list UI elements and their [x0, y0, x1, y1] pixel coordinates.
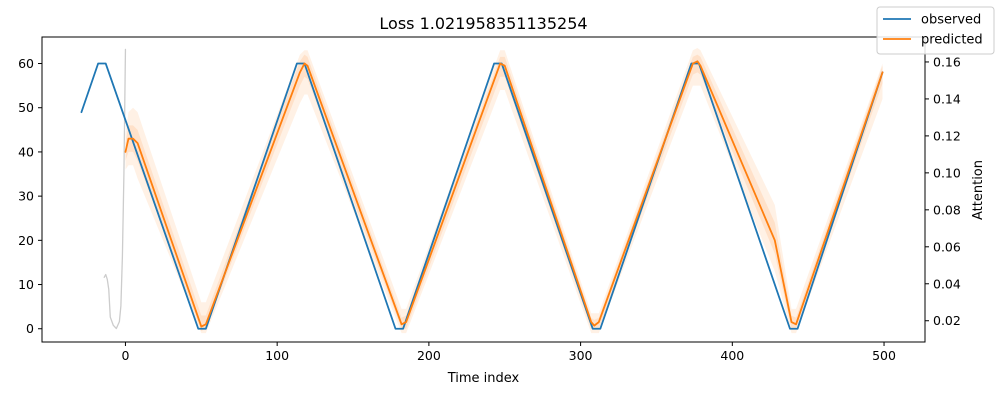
x-tick-label: 100 — [265, 348, 289, 363]
legend-label-predicted: predicted — [921, 33, 983, 48]
series-line-observed — [80, 62, 884, 330]
y-axis-right: 0.02 0.04 0.06 0.08 0.10 0.12 0.14 0.16 — [925, 54, 961, 328]
plot-frame — [41, 36, 926, 343]
x-tick-label: 400 — [720, 348, 744, 363]
y2-tick-label: 0.16 — [933, 54, 961, 69]
y2-tick-label: 0.04 — [933, 276, 961, 291]
y2-tick-label: 0.06 — [933, 239, 961, 254]
series-line-predicted — [124, 60, 884, 328]
x-tick-label: 500 — [872, 348, 896, 363]
y2-tick-label: 0.10 — [933, 165, 961, 180]
y-axis-left: 0 10 20 30 40 50 60 — [18, 56, 42, 336]
x-tick-label: 200 — [417, 348, 441, 363]
y2-tick-label: 0.08 — [933, 202, 961, 217]
legend-label-observed: observed — [921, 13, 981, 28]
y-tick-label: 40 — [18, 144, 34, 159]
y2-axis-label: Attention — [971, 160, 986, 220]
y-tick-label: 50 — [18, 100, 34, 115]
y-tick-label: 30 — [18, 189, 34, 204]
x-axis: 0 100 200 300 400 500 — [121, 342, 896, 363]
x-axis-label: Time index — [447, 371, 520, 386]
y2-tick-label: 0.02 — [933, 313, 961, 328]
series-line-attention — [103, 48, 127, 330]
y-tick-label: 10 — [18, 277, 34, 292]
y-tick-label: 0 — [26, 321, 34, 336]
x-tick-label: 300 — [569, 348, 593, 363]
band-0 — [125, 48, 883, 334]
x-tick-label: 0 — [121, 348, 129, 363]
chart-title: Loss 1.021958351135254 — [379, 14, 587, 33]
series-lines — [80, 48, 884, 330]
y-tick-label: 60 — [18, 56, 34, 71]
y2-tick-label: 0.12 — [933, 128, 961, 143]
legend: observed predicted — [876, 6, 995, 55]
y2-tick-label: 0.14 — [933, 91, 961, 106]
confidence-bands — [125, 48, 883, 334]
y-tick-label: 20 — [18, 233, 34, 248]
